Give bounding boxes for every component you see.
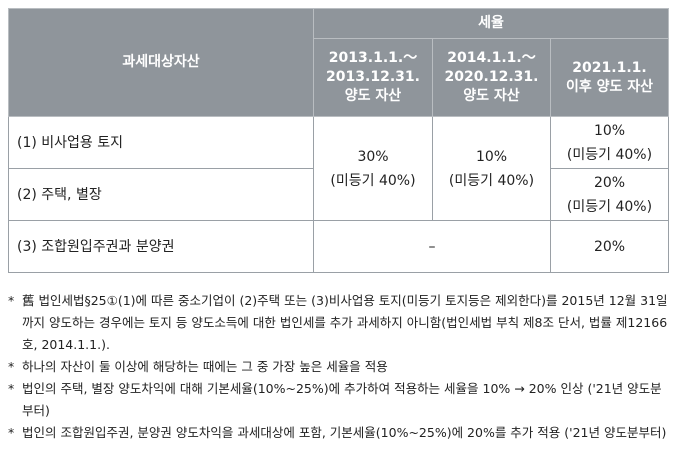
table-row: (3) 조합원입주권과 분양권 – 20% xyxy=(8,220,669,273)
header-asset: 과세대상자산 xyxy=(8,8,314,117)
header-period-3: 2021.1.1. 이후 양도 자산 xyxy=(550,38,669,117)
row-label: (3) 조합원입주권과 분양권 xyxy=(8,220,314,273)
rate-cell-period-3: 10% (미등기 40%) xyxy=(550,116,669,169)
rate-cell-period-3: 20% (미등기 40%) xyxy=(550,168,669,221)
tax-rate-table: 과세대상자산 세율 2013.1.1.～ 2013.12.31. 양도 자산 2… xyxy=(8,8,669,273)
header-rate-group: 세율 xyxy=(313,8,669,39)
footnote: * 법인의 조합원입주권, 분양권 양도차익을 과세대상에 포함, 기본세율(1… xyxy=(8,425,667,440)
rate-cell-period-3: 20% xyxy=(550,220,669,273)
header-period-2: 2014.1.1.～ 2020.12.31. 양도 자산 xyxy=(432,38,551,117)
rate-cell-not-applicable: – xyxy=(313,220,551,273)
rate-cell-period-2: 10% (미등기 40%) xyxy=(432,116,551,221)
row-label: (1) 비사업용 토지 xyxy=(8,116,314,169)
footnotes: * 舊 법인세법§25①(1)에 따른 중소기업이 (2)주택 또는 (3)비사… xyxy=(8,290,672,444)
footnote: * 법인의 주택, 별장 양도차익에 대해 기본세율(10%~25%)에 추가하… xyxy=(8,381,662,418)
footnote: * 하나의 자산이 둘 이상에 해당하는 때에는 그 중 가장 높은 세율을 적… xyxy=(8,359,388,374)
footnote: * 舊 법인세법§25①(1)에 따른 중소기업이 (2)주택 또는 (3)비사… xyxy=(8,293,668,352)
table-row: (2) 주택, 별장 20% (미등기 40%) xyxy=(8,168,669,221)
header-period-1: 2013.1.1.～ 2013.12.31. 양도 자산 xyxy=(313,38,433,117)
rate-cell-period-1: 30% (미등기 40%) xyxy=(313,116,433,221)
row-label: (2) 주택, 별장 xyxy=(8,168,314,221)
table-row: (1) 비사업용 토지 30% (미등기 40%) 10% (미등기 40%) … xyxy=(8,116,669,221)
